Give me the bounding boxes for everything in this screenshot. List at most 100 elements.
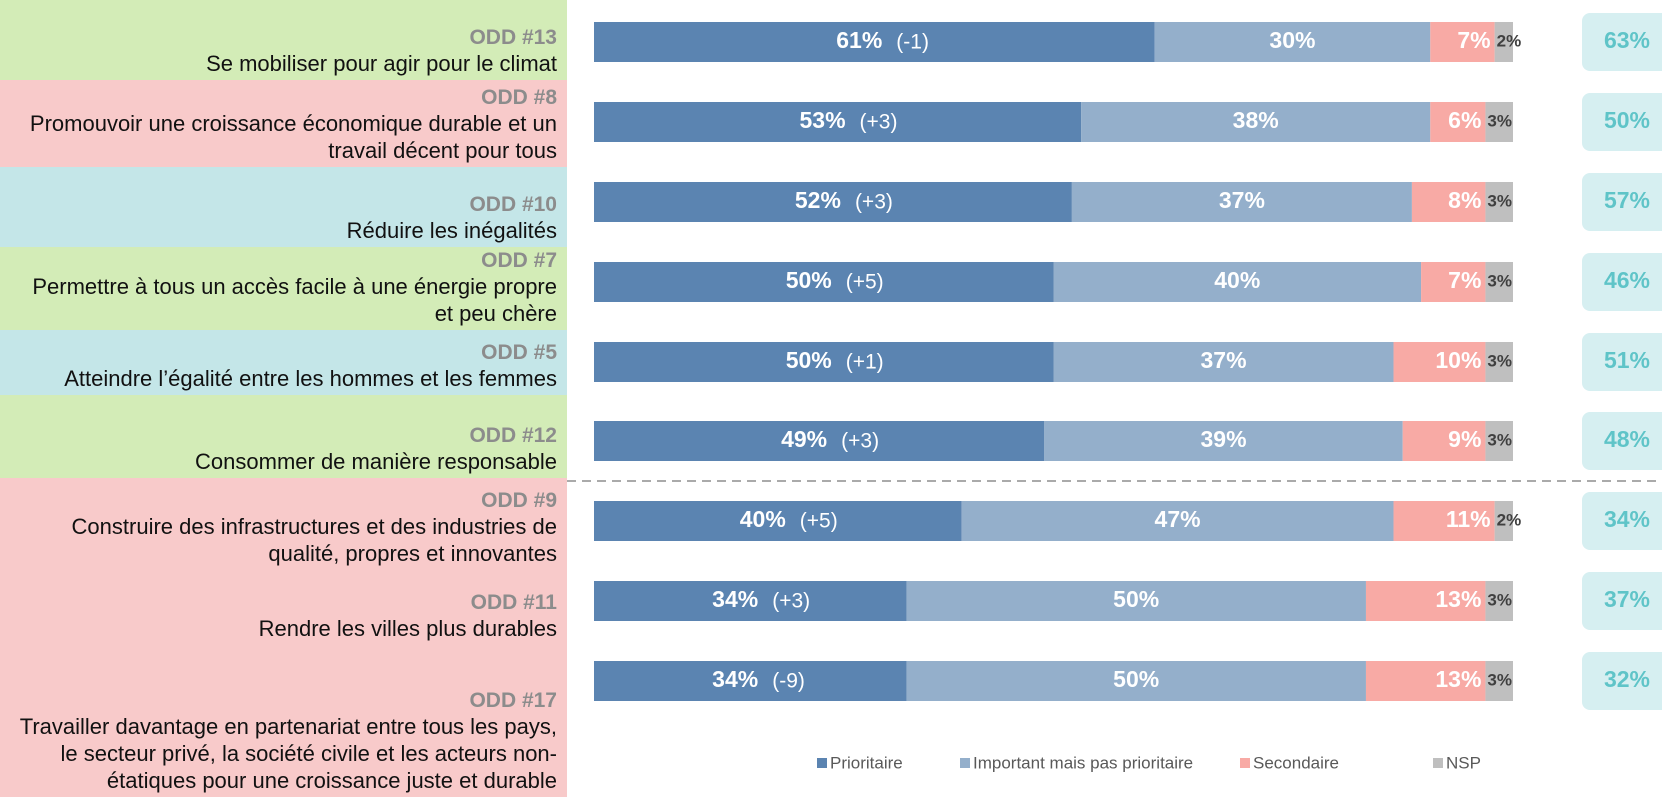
value-label: 13% [1435, 666, 1481, 692]
side-value: 57% [1604, 187, 1650, 213]
change-label: (+3) [772, 590, 810, 613]
row-code: ODD #7 [481, 249, 557, 272]
value-label: 38% [1233, 107, 1279, 133]
value-label: 50% [786, 347, 832, 373]
row-description: Travailler davantage en partenariat entr… [19, 714, 557, 793]
side-value: 51% [1604, 347, 1650, 373]
bar-segment [594, 262, 1054, 302]
bar-segment [906, 581, 1366, 621]
change-label: (-1) [896, 31, 929, 54]
value-label: 3% [1487, 111, 1512, 130]
bar-segment [594, 501, 962, 541]
bar-segment [1411, 182, 1486, 222]
legend-label: Important mais pas prioritaire [973, 753, 1193, 772]
value-label: 7% [1457, 27, 1490, 53]
change-label: (+3) [855, 191, 893, 214]
row-description: Construire des infrastructures et des in… [71, 514, 557, 566]
value-label: 13% [1435, 586, 1481, 612]
bar-segment [1485, 342, 1513, 382]
row-code: ODD #11 [470, 591, 557, 614]
change-label: (-9) [772, 670, 805, 693]
bar-segment [1365, 581, 1486, 621]
bar-segment [1402, 421, 1486, 461]
row-code: ODD #10 [469, 193, 557, 216]
bar-segment [1053, 342, 1394, 382]
bar-segment [1485, 262, 1513, 302]
bar-segment [1485, 182, 1513, 222]
value-label: 50% [786, 267, 832, 293]
value-label: 10% [1435, 347, 1481, 373]
side-box [1582, 333, 1662, 391]
value-label: 40% [1214, 267, 1260, 293]
value-label: 30% [1269, 27, 1315, 53]
bar-segment [1485, 421, 1513, 461]
value-label: 11% [1446, 506, 1491, 532]
row-code: ODD #17 [469, 689, 557, 712]
legend-label: NSP [1446, 753, 1481, 772]
side-value: 63% [1604, 27, 1650, 53]
bar-segment [1494, 22, 1513, 62]
value-label: 34% [712, 586, 758, 612]
bar-segment [1430, 22, 1495, 62]
value-label: 37% [1219, 187, 1265, 213]
value-label: 49% [781, 426, 827, 452]
value-label: 39% [1200, 426, 1246, 452]
side-value: 48% [1604, 426, 1650, 452]
side-value: 32% [1604, 666, 1650, 692]
value-label: 3% [1487, 670, 1512, 689]
value-label: 52% [795, 187, 841, 213]
change-label: (+1) [846, 351, 884, 374]
legend-swatch [1240, 758, 1250, 768]
bar-segment [961, 501, 1394, 541]
row-code: ODD #5 [481, 341, 557, 364]
side-box [1582, 13, 1662, 71]
value-label: 7% [1448, 267, 1481, 293]
side-box [1582, 173, 1662, 231]
row-label: ODD #13 Se mobiliser pour agir pour le cl… [0, 0, 567, 80]
row-label: ODD #10 Réduire les inégalités [0, 167, 567, 247]
value-label: 3% [1487, 191, 1512, 210]
change-label: (+3) [841, 430, 879, 453]
value-label: 2% [1497, 31, 1522, 50]
value-label: 47% [1155, 506, 1201, 532]
row-label: ODD #11 Rendre les villes plus durables [0, 570, 567, 645]
row-description: Consommer de manière responsable [195, 449, 557, 474]
side-box [1582, 253, 1662, 311]
change-label: (+3) [860, 111, 898, 134]
bar-segment [1494, 501, 1513, 541]
bar-segment [1430, 102, 1486, 142]
change-label: (+5) [800, 510, 838, 533]
side-box [1582, 412, 1662, 470]
value-label: 8% [1448, 187, 1481, 213]
bar-segment [1485, 661, 1513, 701]
bar-segment [1485, 581, 1513, 621]
value-label: 3% [1487, 271, 1512, 290]
side-box [1582, 652, 1662, 710]
side-value: 50% [1604, 107, 1650, 133]
bar-segment [1044, 421, 1403, 461]
row-code: ODD #8 [481, 86, 557, 109]
value-label: 61% [836, 27, 882, 53]
legend-swatch [1433, 758, 1443, 768]
row-description: Promouvoir une croissance économique dur… [29, 111, 557, 163]
bar-segment [1393, 342, 1486, 382]
bar-segment [594, 421, 1045, 461]
side-box [1582, 492, 1662, 550]
side-box [1582, 572, 1662, 630]
side-value: 34% [1604, 506, 1650, 532]
bar-segment [594, 22, 1155, 62]
value-label: 6% [1448, 107, 1481, 133]
value-label: 3% [1487, 351, 1512, 370]
value-label: 37% [1200, 347, 1246, 373]
bar-segment [1365, 661, 1486, 701]
value-label: 50% [1113, 586, 1159, 612]
row-label: ODD #12 Consommer de manière responsable [0, 395, 567, 478]
value-label: 34% [712, 666, 758, 692]
bar-segment [594, 581, 907, 621]
legend-swatch [960, 758, 970, 768]
row-code: ODD #9 [481, 489, 557, 512]
bar-segment [1081, 102, 1431, 142]
value-label: 9% [1448, 426, 1481, 452]
